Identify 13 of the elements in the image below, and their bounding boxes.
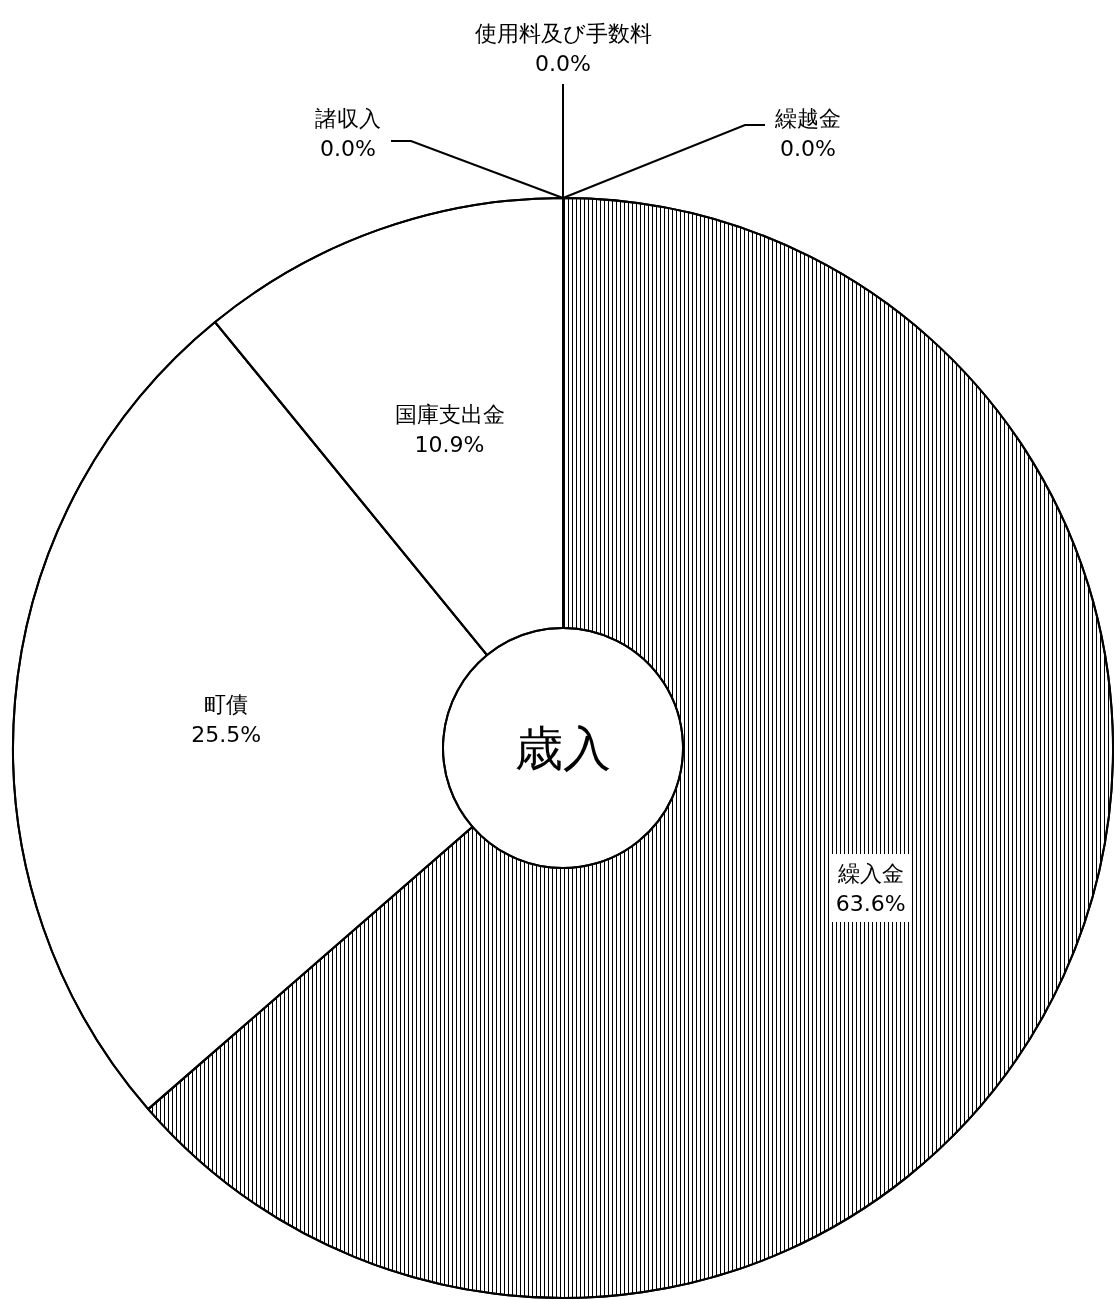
data-label: 10.9% xyxy=(414,432,485,458)
slice-label: 繰入金 xyxy=(836,860,904,886)
text: 0.0% xyxy=(320,135,376,161)
slice-label: 町債 xyxy=(204,691,249,717)
category-label: 諸収入 xyxy=(315,105,381,131)
data-label: 25.5% xyxy=(191,721,262,747)
category-label: 繰越金 xyxy=(775,105,841,131)
text: 歳入 xyxy=(515,720,611,776)
data-label: 63.6% xyxy=(835,890,906,916)
text: 0.0% xyxy=(535,50,591,76)
slice-label: 国庫支出金 xyxy=(394,402,505,428)
text: 0.0% xyxy=(780,135,836,161)
category-label: 使用料及び手数料 xyxy=(474,20,652,46)
